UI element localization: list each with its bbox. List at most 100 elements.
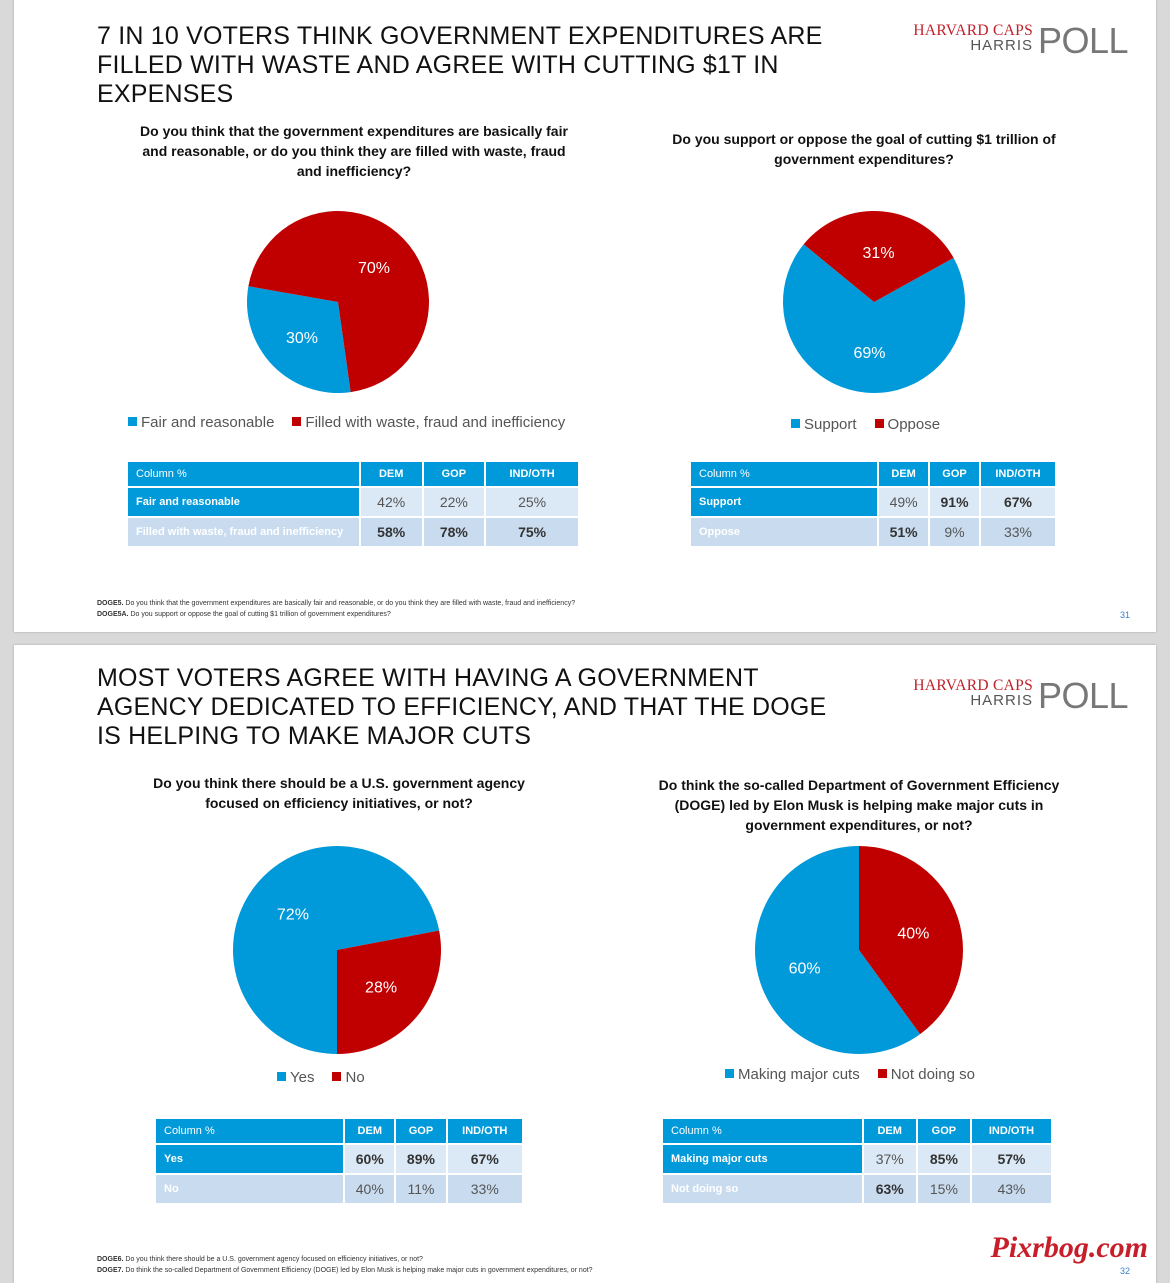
row-label: Support: [691, 488, 878, 516]
pie-slice-yes: [233, 846, 440, 1054]
legend-label: Filled with waste, fraud and inefficienc…: [305, 414, 566, 431]
slide-title: 7 IN 10 VOTERS THINK GOVERNMENT EXPENDIT…: [97, 22, 823, 108]
legend-item: Not doing so: [877, 1066, 975, 1083]
legend-label: Support: [804, 416, 857, 433]
table-header-cell: DEM: [360, 462, 422, 486]
legend-swatch: [332, 1072, 342, 1081]
table-header-cell: IND/OTH: [980, 462, 1055, 486]
table-cell: 67%: [447, 1145, 522, 1173]
table-header-cell: Column %: [691, 462, 878, 486]
pie-data-label: 31%: [863, 245, 895, 262]
logo-line1: HARVARD CAPS: [913, 22, 1033, 39]
legend-swatch: [874, 419, 884, 428]
page-number: 32: [1119, 1266, 1130, 1276]
table-row: Filled with waste, fraud and inefficienc…: [128, 518, 578, 546]
table-cell: 25%: [486, 488, 578, 516]
table-row: Oppose 51% 9% 33%: [691, 518, 1055, 546]
pie-slice-filled-with-waste-fraud-and-inefficiency: [248, 211, 429, 393]
table-cell: 63%: [863, 1175, 916, 1203]
crosstab-waste: Column % DEM GOP IND/OTH Fair and reasonable…: [126, 460, 580, 548]
legend-item: Oppose: [874, 416, 941, 433]
legend-item: Fair and reasonable: [128, 414, 274, 431]
table-header-cell: GOP: [917, 1119, 970, 1143]
table-cell: 42%: [360, 488, 422, 516]
table-header-cell: Column %: [663, 1119, 862, 1143]
pie-slice-not-doing-so: [859, 846, 963, 1035]
table-header-cell: DEM: [863, 1119, 916, 1143]
pie-slice-oppose: [803, 211, 954, 302]
table-row: Making major cuts 37% 85% 57%: [663, 1145, 1051, 1173]
table-cell: 91%: [930, 488, 979, 516]
row-label: No: [156, 1175, 344, 1203]
table-cell: 89%: [396, 1145, 446, 1173]
row-label: Making major cuts: [663, 1145, 862, 1173]
table-cell: 85%: [917, 1145, 970, 1173]
table-header-cell: GOP: [423, 462, 485, 486]
page-number: 31: [1119, 610, 1130, 620]
pie-data-label: 40%: [897, 925, 929, 942]
slide-title: MOST VOTERS AGREE WITH HAVING A GOVERNME…: [97, 664, 827, 750]
pie-data-label: 72%: [277, 907, 309, 924]
watermark: Pixrbog.com: [990, 1231, 1149, 1264]
table-header-cell: DEM: [879, 462, 929, 486]
legend-item: Support: [791, 416, 857, 433]
legend-doge-cuts: Making major cuts Not doing so: [725, 1066, 993, 1083]
pie-data-label: 69%: [853, 345, 885, 362]
table-row: No 40% 11% 33%: [156, 1175, 522, 1203]
logo-line2: HARRIS: [970, 692, 1033, 709]
legend-item: Making major cuts: [725, 1066, 860, 1083]
chart-question-3: Do you think there should be a U.S. gove…: [153, 775, 525, 811]
table-cell: 15%: [917, 1175, 970, 1203]
chart-question-2: Do you support or oppose the goal of cut…: [672, 131, 1056, 167]
slide-31: 7 IN 10 VOTERS THINK GOVERNMENT EXPENDIT…: [14, 0, 1156, 632]
table-header-cell: IND/OTH: [486, 462, 578, 486]
table-row: Not doing so 63% 15% 43%: [663, 1175, 1051, 1203]
table-header-cell: IND/OTH: [972, 1119, 1051, 1143]
crosstab-cut-1t: Column % DEM GOP IND/OTH Support 49% 91% 67% Opp…: [689, 460, 1057, 548]
slide-32: MOST VOTERS AGREE WITH HAVING A GOVERNME…: [14, 645, 1156, 1283]
legend-label: Making major cuts: [738, 1066, 860, 1083]
pie-data-label: 30%: [286, 330, 318, 347]
row-label: Fair and reasonable: [128, 488, 359, 516]
chart-question-1: Do you think that the government expendi…: [140, 123, 568, 179]
table-cell: 78%: [423, 518, 485, 546]
legend-agency: Yes No: [277, 1069, 383, 1086]
legend-label: Yes: [290, 1069, 315, 1086]
logo-poll: POLL: [1037, 20, 1129, 61]
table-cell: 40%: [345, 1175, 395, 1203]
row-label: Not doing so: [663, 1175, 862, 1203]
legend-swatch: [725, 1069, 734, 1078]
pie-data-label: 70%: [358, 260, 390, 277]
crosstab-agency: Column % DEM GOP IND/OTH Yes 60% 89% 67% No 40% 11…: [154, 1117, 524, 1205]
logo-line1: HARVARD CAPS: [913, 677, 1033, 694]
pie-slice-fair-and-reasonable: [246, 286, 351, 393]
footnote: DOGE7. Do think the so-called Department…: [97, 1267, 593, 1274]
legend-swatch: [128, 417, 137, 426]
table-cell: 11%: [396, 1175, 446, 1203]
table-cell: 67%: [980, 488, 1055, 516]
legend-label: Fair and reasonable: [141, 414, 275, 431]
table-cell: 9%: [930, 518, 979, 546]
pie-data-label: 28%: [365, 979, 397, 996]
table-header-cell: DEM: [345, 1119, 395, 1143]
table-header-cell: Column %: [156, 1119, 344, 1143]
table-row: Fair and reasonable 42% 22% 25%: [128, 488, 578, 516]
crosstab-doge-cuts: Column % DEM GOP IND/OTH Making major cuts 37…: [661, 1117, 1053, 1205]
table-row: Yes 60% 89% 67%: [156, 1145, 522, 1173]
table-cell: 37%: [863, 1145, 916, 1173]
footnote: DOGE5A. Do you support or oppose the goa…: [97, 611, 391, 618]
pie-data-label: 60%: [789, 961, 821, 978]
chart-question-4: Do think the so-called Department of Gov…: [658, 777, 1060, 833]
harvard-caps-harris-poll-logo: HARVARD CAPS HARRIS POLL: [888, 20, 1129, 62]
table-cell: 51%: [879, 518, 929, 546]
table-cell: 43%: [972, 1175, 1051, 1203]
table-header-cell: GOP: [930, 462, 979, 486]
footnotes: DOGE5. Do you think that the government …: [97, 598, 575, 620]
legend-label: Oppose: [887, 416, 941, 433]
legend-item: Filled with waste, fraud and inefficienc…: [292, 414, 565, 431]
pie-chart-cut-1t: 69% 31%: [783, 211, 965, 393]
legend-swatch: [292, 417, 302, 426]
pie-slice-making-major-cuts: [755, 846, 921, 1054]
table-row: Support 49% 91% 67%: [691, 488, 1055, 516]
legend-swatch: [877, 1069, 887, 1078]
